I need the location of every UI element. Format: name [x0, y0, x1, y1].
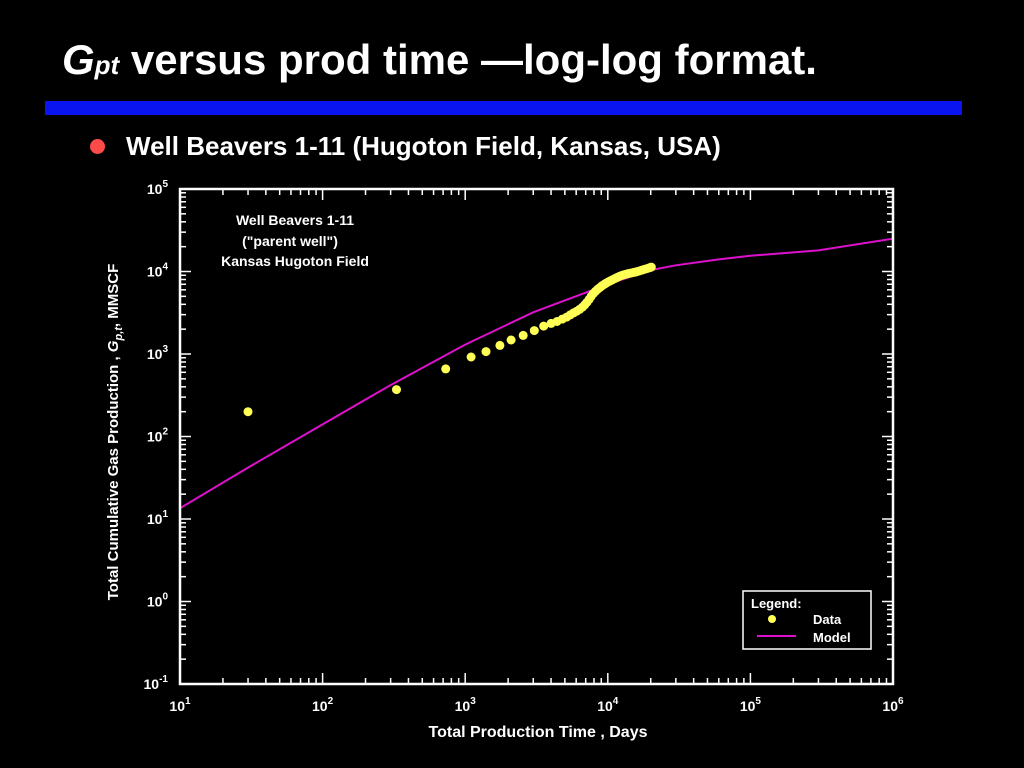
x-axis-label: Total Production Time , Days: [429, 724, 648, 741]
data-layer: [243, 262, 656, 417]
x-tick-exponent: 5: [755, 696, 761, 707]
x-tick-exponent: 4: [613, 696, 619, 707]
x-tick-base: 10: [169, 698, 185, 714]
y-tick-exponent: 2: [162, 427, 168, 438]
x-tick-label: 101: [169, 696, 191, 714]
title-text: versus prod time —log-log format.: [119, 36, 817, 83]
x-tick-label: 105: [740, 696, 762, 714]
y-tick-exponent: 4: [162, 262, 168, 273]
y-tick-exponent: 3: [162, 344, 168, 355]
legend: Legend: Data Model: [742, 590, 872, 650]
data-point: [481, 347, 491, 357]
x-tick-base: 10: [740, 698, 756, 714]
bullet-text: Well Beavers 1-11 (Hugoton Field, Kansas…: [126, 131, 721, 161]
y-tick-base: 10: [147, 594, 163, 610]
legend-data-label: Data: [813, 612, 842, 627]
legend-title: Legend:: [751, 596, 802, 611]
legend-model-label: Model: [813, 630, 851, 645]
y-axis-label-prefix: Total Cumulative Gas Production ,: [105, 352, 122, 600]
model-layer: [179, 237, 894, 510]
annotation-line-2: ("parent well"): [242, 233, 338, 249]
data-point: [243, 407, 253, 417]
y-tick-label: 104: [147, 262, 169, 280]
y-axis-label-symbol: G: [105, 340, 122, 352]
data-point: [495, 340, 505, 350]
y-tick-exponent: 1: [162, 509, 168, 520]
y-axis-label-suffix: , MMSCF: [105, 264, 122, 327]
x-tick-label: 103: [455, 696, 477, 714]
model-line: [179, 237, 894, 510]
y-tick-base: 10: [147, 511, 163, 527]
data-point: [529, 326, 539, 336]
data-point: [506, 335, 516, 345]
y-tick-exponent: 5: [162, 179, 168, 190]
y-tick-label: 100: [147, 592, 169, 610]
y-tick-label: 10-1: [144, 674, 169, 692]
x-tick-exponent: 2: [328, 696, 334, 707]
x-tick-exponent: 3: [470, 696, 476, 707]
title-rule: [45, 101, 962, 115]
x-tick-label: 104: [597, 696, 619, 714]
data-point: [518, 330, 528, 340]
x-tick-label: 106: [882, 696, 904, 714]
data-point: [392, 385, 401, 395]
data-point: [441, 364, 451, 374]
annotation-line-1: Well Beavers 1-11: [236, 212, 354, 228]
y-tick-base: 10: [147, 429, 163, 445]
y-tick-label: 103: [147, 344, 169, 362]
y-axis-label-subscript: p,t: [113, 326, 125, 342]
y-axis-label: Total Cumulative Gas Production , Gp,t, …: [105, 264, 125, 601]
y-tick-exponent: 0: [162, 592, 168, 603]
x-tick-base: 10: [312, 698, 328, 714]
annotation-line-3: Kansas Hugoton Field: [221, 253, 369, 269]
plot-frame: [178, 187, 895, 686]
x-tick-exponent: 6: [898, 696, 904, 707]
y-tick-base: 10: [147, 181, 163, 197]
y-tick-base: 10: [147, 346, 163, 362]
title-subscript: pt: [94, 50, 120, 80]
data-point: [646, 262, 656, 272]
x-tick-base: 10: [882, 698, 898, 714]
data-point: [466, 352, 476, 362]
y-tick-label: 101: [147, 509, 169, 527]
x-tick-exponent: 1: [185, 696, 191, 707]
bullet-dot-icon: [90, 139, 105, 154]
slide-title: Gpt versus prod time —log-log format.: [62, 36, 817, 84]
title-symbol: G: [62, 36, 95, 83]
y-tick-base: 10: [144, 676, 160, 692]
x-tick-base: 10: [597, 698, 613, 714]
y-tick-exponent: -1: [159, 674, 168, 685]
x-tick-label: 102: [312, 696, 334, 714]
y-tick-label: 102: [147, 427, 169, 445]
y-tick-base: 10: [147, 264, 163, 280]
x-tick-base: 10: [455, 698, 471, 714]
legend-box: [742, 590, 872, 650]
data-point: [539, 321, 549, 331]
y-tick-label: 105: [147, 179, 169, 197]
legend-data-marker: [768, 615, 776, 623]
